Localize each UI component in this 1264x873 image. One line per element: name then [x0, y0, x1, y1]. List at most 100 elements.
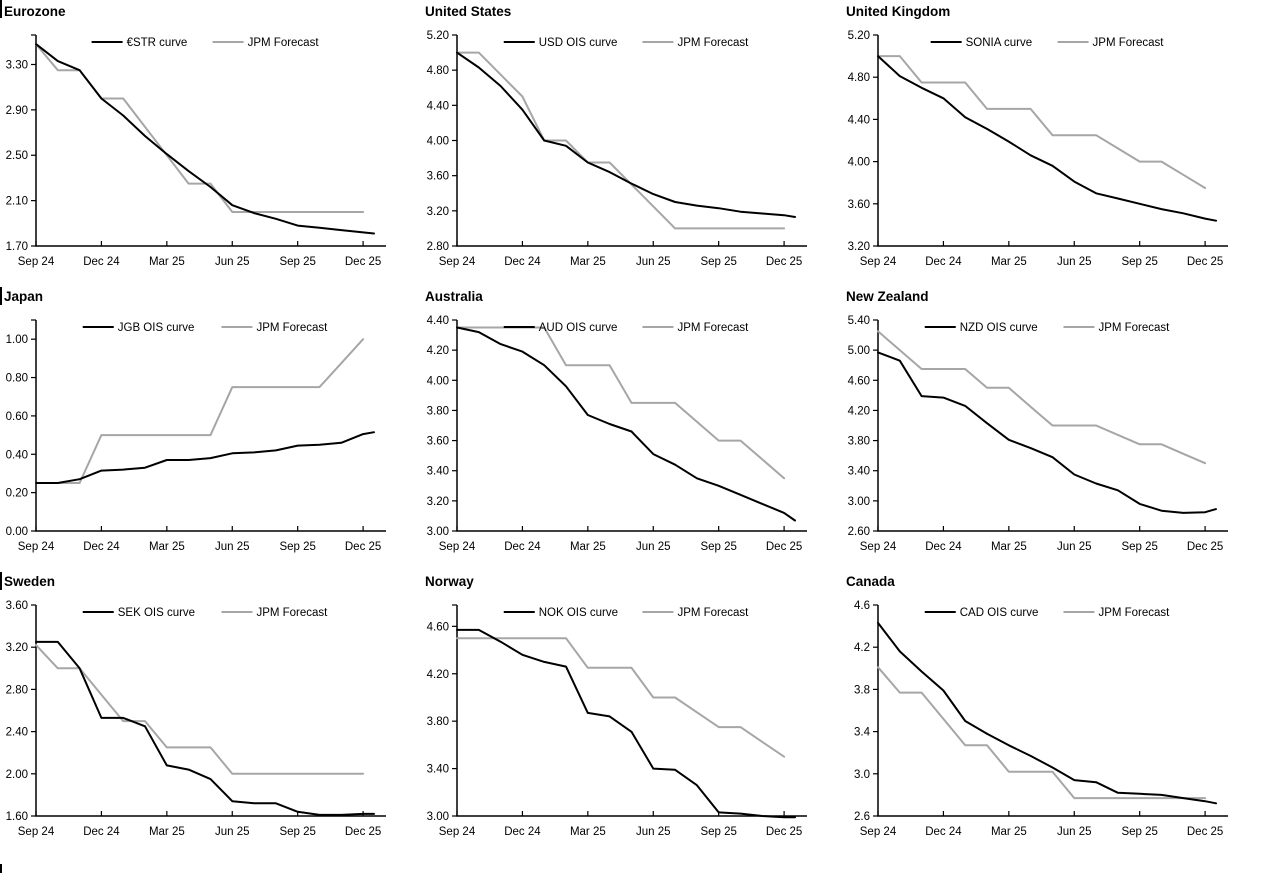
svg-text:JGB OIS curve: JGB OIS curve: [118, 322, 195, 334]
svg-text:NOK OIS curve: NOK OIS curve: [539, 607, 618, 619]
svg-text:Sep 25: Sep 25: [279, 541, 315, 553]
svg-text:JPM Forecast: JPM Forecast: [256, 322, 328, 334]
svg-text:2.80: 2.80: [427, 241, 449, 253]
svg-text:Jun 25: Jun 25: [215, 541, 250, 553]
svg-text:0.40: 0.40: [6, 449, 28, 461]
svg-text:3.20: 3.20: [6, 642, 28, 654]
svg-text:5.40: 5.40: [848, 315, 870, 327]
svg-text:Mar 25: Mar 25: [149, 256, 185, 268]
svg-text:SEK OIS curve: SEK OIS curve: [118, 607, 195, 619]
svg-text:1.70: 1.70: [6, 241, 28, 253]
canada-rate-chart: 2.6 3.0 3.4 3.8 4.2 4.6 Sep 24 Dec 24 Mar 25 Jun …: [854, 600, 1228, 838]
svg-text:Mar 25: Mar 25: [570, 541, 606, 553]
chart-panel-eurozone: Eurozone 1.70 2.10 2.50 2.90 3.30 Sep 24 Dec 2…: [0, 0, 421, 285]
chart-panel-new-zealand: New Zealand 2.60 3.00 3.40 3.80 4.20 4.60 5.00…: [842, 285, 1264, 570]
svg-text:4.00: 4.00: [427, 375, 449, 387]
svg-text:Sep 24: Sep 24: [439, 541, 476, 553]
svg-text:3.20: 3.20: [427, 496, 449, 508]
svg-text:3.00: 3.00: [848, 496, 870, 508]
chart-title: Eurozone: [4, 4, 66, 19]
united-states-rate-chart: 2.80 3.20 3.60 4.00 4.40 4.80 5.20 Sep 24 Dec 24…: [427, 30, 807, 268]
svg-text:€STR curve: €STR curve: [127, 37, 188, 49]
svg-text:3.20: 3.20: [848, 241, 870, 253]
svg-text:Dec 24: Dec 24: [83, 256, 120, 268]
svg-text:Sep 25: Sep 25: [279, 826, 315, 838]
svg-text:3.40: 3.40: [427, 466, 449, 478]
svg-text:Sep 25: Sep 25: [700, 256, 736, 268]
svg-text:5.20: 5.20: [848, 30, 870, 42]
svg-text:NZD OIS curve: NZD OIS curve: [960, 322, 1038, 334]
svg-text:Dec 25: Dec 25: [1187, 256, 1223, 268]
svg-text:Sep 24: Sep 24: [18, 256, 55, 268]
chart-panel-canada: Canada 2.6 3.0 3.4 3.8 4.2 4.6 Sep 24 Dec 24 Mar…: [842, 570, 1264, 873]
svg-text:Mar 25: Mar 25: [991, 256, 1027, 268]
svg-text:3.40: 3.40: [427, 764, 449, 776]
svg-text:0.00: 0.00: [6, 526, 28, 538]
svg-text:Dec 25: Dec 25: [1187, 826, 1223, 838]
svg-text:AUD OIS curve: AUD OIS curve: [539, 322, 618, 334]
svg-text:Dec 24: Dec 24: [925, 541, 962, 553]
svg-text:Sep 25: Sep 25: [1121, 541, 1157, 553]
svg-text:Sep 25: Sep 25: [700, 541, 736, 553]
svg-text:3.80: 3.80: [848, 436, 870, 448]
svg-text:JPM Forecast: JPM Forecast: [1098, 607, 1170, 619]
australia-rate-chart: 3.00 3.20 3.40 3.60 3.80 4.00 4.20 4.40 Sep 24 De…: [427, 315, 807, 553]
svg-text:0.20: 0.20: [6, 488, 28, 500]
svg-text:Jun 25: Jun 25: [1057, 541, 1092, 553]
svg-text:Sep 24: Sep 24: [860, 541, 897, 553]
svg-text:Sep 24: Sep 24: [439, 826, 476, 838]
svg-text:4.60: 4.60: [427, 621, 449, 633]
chart-panel-norway: Norway 3.00 3.40 3.80 4.20 4.60 Sep 24 Dec 24 M…: [421, 570, 842, 873]
chart-panel-japan: Japan 0.00 0.20 0.40 0.60 0.80 1.00 Sep 24 Dec …: [0, 285, 421, 570]
svg-text:0.80: 0.80: [6, 373, 28, 385]
svg-text:4.6: 4.6: [854, 600, 870, 612]
chart-title: Canada: [846, 574, 895, 589]
chart-panel-united-states: United States 2.80 3.20 3.60 4.00 4.40 4.80 5.…: [421, 0, 842, 285]
svg-text:Sep 24: Sep 24: [18, 826, 55, 838]
chart-panel-united-kingdom: United Kingdom 3.20 3.60 4.00 4.40 4.80 5.20 S…: [842, 0, 1264, 285]
svg-text:Dec 24: Dec 24: [83, 826, 120, 838]
svg-text:4.2: 4.2: [854, 642, 870, 654]
svg-text:Jun 25: Jun 25: [636, 541, 671, 553]
svg-text:3.60: 3.60: [427, 436, 449, 448]
svg-text:Mar 25: Mar 25: [570, 256, 606, 268]
svg-text:Dec 24: Dec 24: [504, 826, 541, 838]
svg-text:4.20: 4.20: [848, 405, 870, 417]
svg-text:Mar 25: Mar 25: [149, 541, 185, 553]
chart-title: Australia: [425, 289, 483, 304]
svg-text:2.10: 2.10: [6, 196, 28, 208]
svg-text:3.80: 3.80: [427, 405, 449, 417]
svg-text:Sep 24: Sep 24: [439, 256, 476, 268]
svg-text:5.20: 5.20: [427, 30, 449, 42]
svg-text:3.00: 3.00: [427, 526, 449, 538]
svg-text:Dec 25: Dec 25: [1187, 541, 1223, 553]
svg-text:Sep 24: Sep 24: [18, 541, 55, 553]
svg-text:3.80: 3.80: [427, 716, 449, 728]
svg-text:JPM Forecast: JPM Forecast: [1093, 37, 1165, 49]
svg-text:Mar 25: Mar 25: [149, 826, 185, 838]
svg-text:3.4: 3.4: [854, 727, 871, 739]
svg-text:3.8: 3.8: [854, 684, 870, 696]
svg-text:3.30: 3.30: [6, 59, 28, 71]
chart-panel-sweden: Sweden 1.60 2.00 2.40 2.80 3.20 3.60 Sep 24 Dec…: [0, 570, 421, 873]
svg-text:2.80: 2.80: [6, 684, 28, 696]
svg-text:JPM Forecast: JPM Forecast: [1098, 322, 1170, 334]
svg-text:JPM Forecast: JPM Forecast: [677, 322, 749, 334]
svg-text:3.60: 3.60: [6, 600, 28, 612]
svg-text:Mar 25: Mar 25: [991, 826, 1027, 838]
svg-text:Jun 25: Jun 25: [636, 256, 671, 268]
norway-rate-chart: 3.00 3.40 3.80 4.20 4.60 Sep 24 Dec 24 Mar 25 Ju…: [427, 604, 807, 838]
eurozone-rate-chart: 1.70 2.10 2.50 2.90 3.30 Sep 24 Dec 24 Mar 25 Ju…: [6, 34, 386, 268]
svg-text:2.40: 2.40: [6, 727, 28, 739]
svg-text:Dec 25: Dec 25: [766, 256, 802, 268]
chart-title: Norway: [425, 574, 474, 589]
svg-text:JPM Forecast: JPM Forecast: [677, 37, 749, 49]
svg-text:4.40: 4.40: [848, 114, 870, 126]
svg-text:2.00: 2.00: [6, 769, 28, 781]
svg-text:Sep 24: Sep 24: [860, 826, 897, 838]
svg-text:Sep 25: Sep 25: [279, 256, 315, 268]
svg-text:USD OIS curve: USD OIS curve: [539, 37, 618, 49]
svg-text:JPM Forecast: JPM Forecast: [677, 607, 749, 619]
svg-text:JPM Forecast: JPM Forecast: [256, 607, 328, 619]
